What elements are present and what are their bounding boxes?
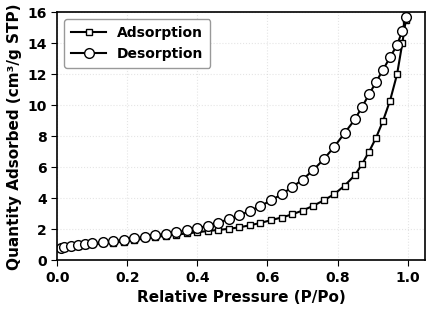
Adsorption xyxy=(76,244,81,247)
Adsorption xyxy=(90,242,95,246)
Adsorption xyxy=(331,193,337,196)
Adsorption xyxy=(258,221,263,225)
Adsorption xyxy=(184,232,190,235)
Desorption xyxy=(403,15,408,19)
X-axis label: Relative Pressure (P/Po): Relative Pressure (P/Po) xyxy=(137,290,346,305)
Legend: Adsorption, Desorption: Adsorption, Desorption xyxy=(64,19,210,68)
Desorption xyxy=(258,204,263,208)
Desorption xyxy=(373,80,378,84)
Adsorption xyxy=(394,72,400,76)
Adsorption xyxy=(111,241,116,245)
Line: Adsorption: Adsorption xyxy=(57,17,409,252)
Adsorption xyxy=(69,245,74,248)
Adsorption xyxy=(205,229,210,233)
Desorption xyxy=(100,241,105,244)
Desorption xyxy=(279,193,284,196)
Desorption xyxy=(289,185,295,189)
Adsorption xyxy=(195,230,200,234)
Desorption xyxy=(132,236,137,240)
Adsorption xyxy=(248,223,253,227)
Desorption xyxy=(83,242,88,246)
Desorption xyxy=(143,235,148,239)
Desorption xyxy=(69,244,74,248)
Adsorption xyxy=(216,228,221,232)
Adsorption xyxy=(153,235,158,239)
Adsorption xyxy=(403,18,408,22)
Desorption xyxy=(331,145,337,149)
Desorption xyxy=(205,224,210,227)
Adsorption xyxy=(174,233,179,236)
Desorption xyxy=(388,56,393,59)
Adsorption xyxy=(311,204,316,208)
Desorption xyxy=(400,29,405,33)
Adsorption xyxy=(62,246,67,249)
Adsorption xyxy=(321,199,326,202)
Desorption xyxy=(216,221,221,225)
Desorption xyxy=(226,217,232,221)
Desorption xyxy=(381,68,386,71)
Adsorption xyxy=(226,227,232,231)
Adsorption xyxy=(58,246,64,250)
Adsorption xyxy=(143,236,148,240)
Adsorption xyxy=(83,243,88,247)
Adsorption xyxy=(237,225,242,229)
Y-axis label: Quantity Adsorbed (cm³/g STP): Quantity Adsorbed (cm³/g STP) xyxy=(7,3,22,270)
Desorption xyxy=(237,213,242,217)
Adsorption xyxy=(121,240,127,243)
Desorption xyxy=(195,227,200,230)
Adsorption xyxy=(381,119,386,123)
Desorption xyxy=(353,117,358,121)
Desorption xyxy=(184,228,190,232)
Adsorption xyxy=(373,136,378,140)
Adsorption xyxy=(100,241,105,245)
Desorption xyxy=(76,243,81,247)
Desorption xyxy=(248,209,253,213)
Desorption xyxy=(111,239,116,243)
Adsorption xyxy=(359,162,365,166)
Adsorption xyxy=(300,209,305,212)
Desorption xyxy=(366,93,372,96)
Desorption xyxy=(342,131,347,135)
Desorption xyxy=(300,178,305,182)
Adsorption xyxy=(400,41,405,45)
Desorption xyxy=(321,158,326,161)
Desorption xyxy=(153,233,158,237)
Adsorption xyxy=(268,218,273,222)
Desorption xyxy=(359,105,365,109)
Desorption xyxy=(163,232,168,236)
Desorption xyxy=(311,168,316,172)
Desorption xyxy=(174,230,179,234)
Adsorption xyxy=(279,216,284,219)
Adsorption xyxy=(353,173,358,177)
Adsorption xyxy=(342,184,347,188)
Desorption xyxy=(121,238,127,242)
Desorption xyxy=(62,245,67,249)
Desorption xyxy=(90,241,95,245)
Desorption xyxy=(58,246,64,250)
Adsorption xyxy=(289,212,295,216)
Adsorption xyxy=(366,150,372,154)
Line: Desorption: Desorption xyxy=(56,12,411,253)
Adsorption xyxy=(388,99,393,103)
Desorption xyxy=(394,43,400,47)
Adsorption xyxy=(132,238,137,242)
Adsorption xyxy=(163,234,168,237)
Desorption xyxy=(268,199,273,202)
